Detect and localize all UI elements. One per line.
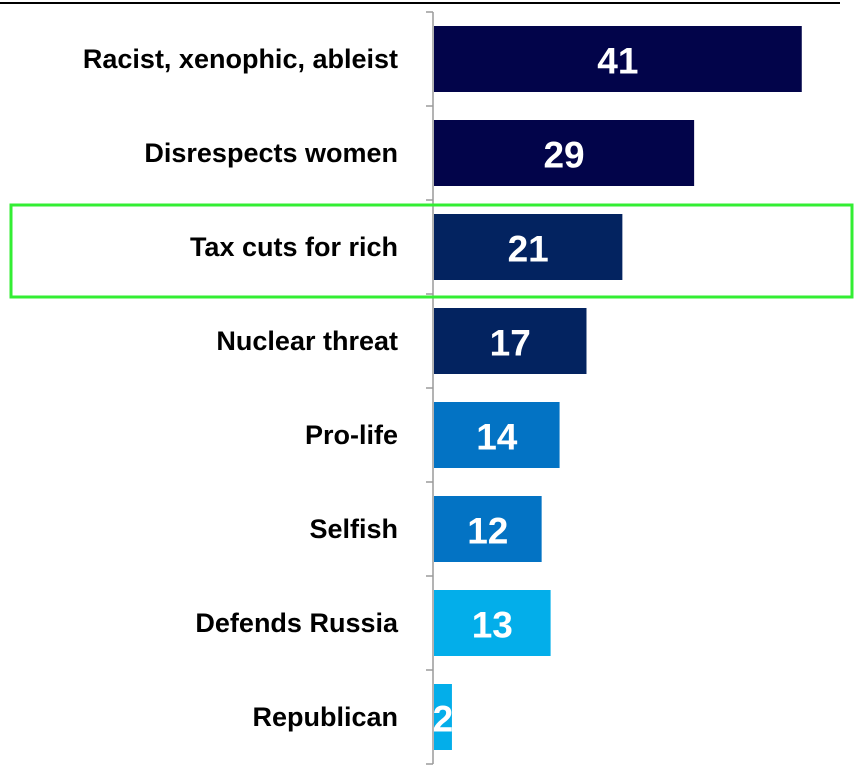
bar [434,496,542,562]
value-label: 13 [472,605,513,646]
bars-layer [434,26,802,750]
category-label: Racist, xenophic, ableist [83,44,398,74]
category-label: Nuclear threat [216,326,398,356]
labels-layer: Racist, xenophic, ableist 41 Disrespects w… [83,41,639,740]
value-label: 12 [467,511,508,552]
bar [434,26,802,92]
category-label: Disrespects women [144,138,398,168]
category-label: Defends Russia [195,608,399,638]
bar [434,120,695,186]
value-label: 2 [433,699,454,740]
value-label: 29 [543,135,584,176]
category-label: Pro-life [305,420,398,450]
highlight-box [9,203,854,299]
value-label: 14 [476,417,518,458]
category-label: Selfish [309,514,398,544]
bar [434,402,560,468]
bar [434,684,452,750]
category-label: Republican [252,702,398,732]
bar [434,214,623,280]
bar [434,308,587,374]
category-axis [426,11,434,765]
value-label: 41 [597,41,638,82]
value-label: 17 [490,323,531,364]
bar [434,590,551,656]
value-label: 21 [508,229,549,270]
category-label: Tax cuts for rich [190,232,398,262]
